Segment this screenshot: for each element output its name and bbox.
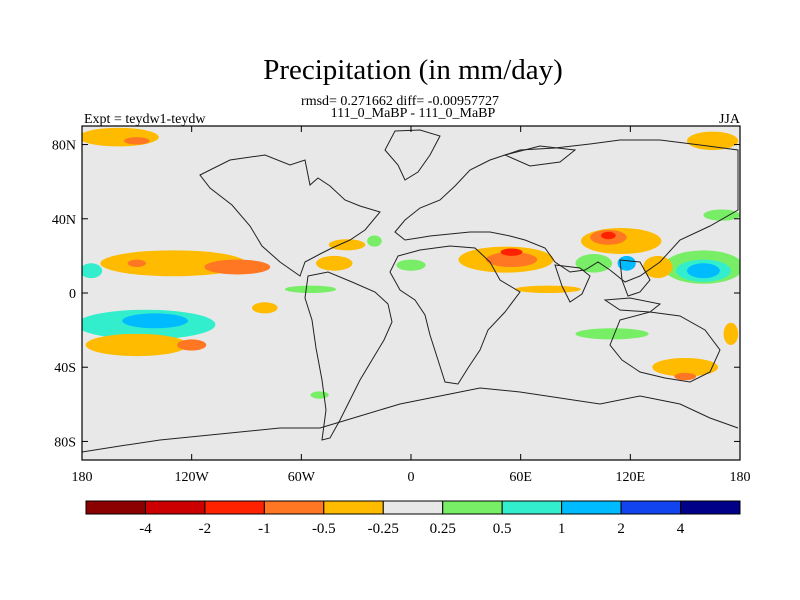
colorbar-label-7: 1 <box>558 521 566 537</box>
coastline-australia <box>609 311 721 383</box>
anomaly-patch-31 <box>367 235 382 247</box>
axes: 180 120W 60W 0 60E 120E 180 80N 40N 0 40S 80S <box>52 126 751 485</box>
anomaly-patch-35 <box>723 322 739 345</box>
anomaly-patch-6 <box>315 255 353 271</box>
anomaly-layer <box>82 127 740 399</box>
anomaly-patch-13 <box>284 285 337 293</box>
anomaly-patch-25 <box>617 255 636 271</box>
colorbar-swatch-3 <box>263 500 325 515</box>
coastline-southeast-asia <box>619 259 651 297</box>
coastline-maritime-islands <box>603 297 662 313</box>
anomaly-patch-24 <box>575 254 613 273</box>
colorbar-swatch-9 <box>620 500 682 515</box>
anomaly-patch-19 <box>601 231 616 240</box>
anomaly-patch-8 <box>82 263 103 279</box>
experiment-label: Expt = teydw1-teydw <box>84 112 206 127</box>
coastline-africa <box>389 245 521 385</box>
anomaly-patch-23 <box>643 255 673 279</box>
y-tick-label-0: 80N <box>52 139 76 154</box>
anomaly-patch-11 <box>85 333 189 357</box>
colorbar-label-0: -4 <box>139 521 152 537</box>
anomaly-patch-7 <box>328 239 366 251</box>
anomaly-patch-27 <box>674 372 697 381</box>
colorbar-label-5: 0.25 <box>430 521 456 537</box>
comparison-label: 111_0_MaBP - 111_0_MaBP <box>330 106 496 121</box>
map-background <box>82 126 740 460</box>
colorbar-swatch-7 <box>501 500 563 515</box>
coastline-south-america <box>304 271 393 441</box>
coastline-north-america <box>199 154 381 277</box>
colorbar-swatch-10 <box>680 500 741 515</box>
chart-title: Precipitation (in mm/day) <box>263 54 563 86</box>
x-tick-label-2: 60W <box>288 470 316 485</box>
y-tick-label-3: 40S <box>54 361 76 376</box>
anomaly-patch-33 <box>310 391 329 399</box>
colorbar-swatch-6 <box>442 500 503 515</box>
anomaly-patch-34 <box>251 302 278 314</box>
anomaly-patch-5 <box>204 259 271 275</box>
y-tick-label-4: 80S <box>54 435 76 450</box>
colorbar-swatch-4 <box>323 500 384 515</box>
anomaly-patch-4 <box>127 259 146 268</box>
anomaly-patch-26 <box>652 357 719 377</box>
coastline-arctic-islands <box>503 145 577 167</box>
anomaly-patch-28 <box>575 328 649 340</box>
colorbar-swatch-5 <box>382 500 444 515</box>
colorbar-label-1: -2 <box>199 521 212 537</box>
x-tick-label-5: 120E <box>616 470 646 485</box>
colorbar-swatch-2 <box>204 500 265 515</box>
anomaly-patch-29 <box>515 285 581 293</box>
x-tick-label-1: 120W <box>175 470 210 485</box>
x-tick-label-0: 180 <box>72 470 93 485</box>
season-label: JJA <box>718 112 740 127</box>
anomaly-patch-0 <box>82 127 159 147</box>
colorbar-label-9: 4 <box>677 521 685 537</box>
anomaly-patch-30 <box>703 209 740 221</box>
colorbar-swatch-8 <box>561 500 622 515</box>
colorbar: -4 -2 -1 -0.5 -0.25 0.25 0.5 1 2 4 <box>85 500 741 537</box>
x-tick-label-6: 180 <box>730 470 751 485</box>
x-tick-label-3: 0 <box>408 470 415 485</box>
colorbar-label-6: 0.5 <box>493 521 512 537</box>
coastline-antarctica <box>82 387 739 453</box>
chart-subtitle: rmsd= 0.271662 diff= -0.00957727 <box>301 94 499 109</box>
colorbar-swatch-1 <box>144 500 206 515</box>
colorbar-label-4: -0.25 <box>368 521 399 537</box>
anomaly-patch-16 <box>500 248 523 256</box>
anomaly-patch-22 <box>686 263 720 279</box>
anomaly-patch-32 <box>396 259 426 271</box>
anomaly-patch-10 <box>122 313 189 329</box>
colorbar-label-8: 2 <box>617 521 625 537</box>
coastline-india <box>554 264 591 303</box>
anomaly-patch-12 <box>177 339 207 351</box>
anomaly-patch-15 <box>485 252 538 268</box>
y-tick-label-2: 0 <box>69 287 76 302</box>
colorbar-label-2: -1 <box>258 521 271 537</box>
anomaly-patch-1 <box>124 137 150 145</box>
coastline-greenland <box>384 129 441 181</box>
coastline-eurasia <box>394 139 739 283</box>
colorbar-swatch-0 <box>85 500 146 515</box>
x-tick-label-4: 60E <box>509 470 532 485</box>
colorbar-label-3: -0.5 <box>312 521 336 537</box>
coastlines <box>82 129 739 453</box>
y-tick-label-1: 40N <box>52 213 76 228</box>
anomaly-patch-2 <box>686 131 739 151</box>
